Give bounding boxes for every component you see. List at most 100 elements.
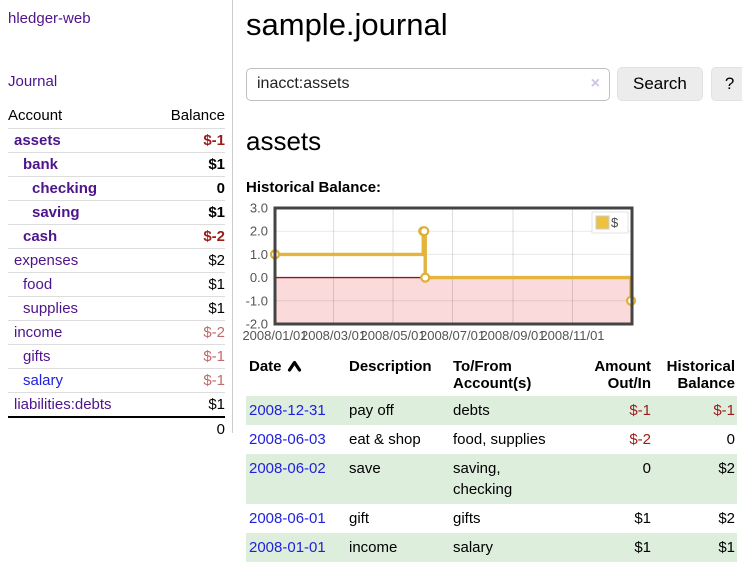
transaction-description: eat & shop [349,431,421,448]
account-row: supplies $1 [8,296,225,321]
sort-ascending-icon [287,360,301,372]
transaction-date-link[interactable]: 2008-01-01 [249,539,326,556]
transaction-date-link[interactable]: 2008-06-02 [249,460,326,477]
account-balance: 0 [150,176,225,201]
account-row: gifts $-1 [8,344,225,369]
transaction-accounts: gifts [453,510,481,527]
transaction-balance: $2 [718,460,735,477]
transaction-row: 2008-06-01 gift gifts $1 $2 [246,504,737,533]
account-balance: $-1 [150,344,225,369]
account-row: salary $-1 [8,368,225,393]
chart-title: Historical Balance: [246,179,382,196]
account-balance: $-1 [150,128,225,153]
account-link[interactable]: expenses [14,252,79,269]
transactions-header-row: Date Description To/From Account(s) Amou… [246,356,737,396]
account-balance: $1 [150,296,225,321]
transaction-date-link[interactable]: 2008-06-03 [249,431,326,448]
app-title-link[interactable]: hledger-web [8,10,91,27]
transactions-table: Date Description To/From Account(s) Amou… [246,356,737,562]
svg-text:$: $ [611,215,619,230]
account-balance: $2 [150,248,225,273]
svg-text:0.0: 0.0 [250,270,268,285]
account-row: assets $-1 [8,128,225,153]
transaction-amount: $1 [634,539,651,556]
account-link[interactable]: supplies [23,300,79,317]
transaction-date-link[interactable]: 2008-12-31 [249,402,326,419]
help-button[interactable]: ? [710,67,742,101]
transaction-accounts: debts [453,402,490,419]
transaction-amount: 0 [642,460,651,477]
accounts-total-row: 0 [8,416,225,441]
transaction-description: save [349,460,381,477]
account-balance: $1 [150,152,225,177]
transaction-accounts: saving, checking [453,460,513,498]
account-row: cash $-2 [8,224,225,249]
historical-balance-chart[interactable]: $3.0 2.0 1.0 0.0 -1.0 -2.0 2008/01/01 2008/03/0… [240,201,736,347]
svg-text:2008/05/01: 2008/05/01 [360,328,425,343]
transaction-row: 2008-01-01 income salary $1 $1 [246,533,737,562]
account-balance: $-2 [150,320,225,345]
transaction-accounts: food, supplies [453,431,546,448]
transaction-amount: $-2 [629,431,651,448]
main-panel: sample.journal × Search ? assets Histori… [234,0,742,562]
accounts-table-body: assets $-1 bank $1 checking 0 saving $1 cash $-2 e… [8,128,225,417]
account-link[interactable]: checking [32,180,98,197]
transaction-amount: $1 [634,510,651,527]
account-row: income $-2 [8,320,225,345]
svg-text:2008/09/01: 2008/09/01 [480,328,545,343]
accounts-total-value: 0 [150,416,225,441]
account-balance: $-2 [150,224,225,249]
account-link[interactable]: cash [23,228,58,245]
transaction-row: 2008-12-31 pay off debts $-1 $-1 [246,396,737,425]
sidebar: hledger-web Journal Account Balance asse… [0,0,233,441]
transaction-description: gift [349,510,370,527]
account-heading: assets [246,126,322,156]
transaction-accounts: salary [453,539,494,556]
transactions-table-body: 2008-12-31 pay off debts $-1 $-1 2008-06-03 ea… [246,396,737,562]
account-balance: $1 [150,392,225,417]
svg-text:-1.0: -1.0 [246,293,268,308]
accounts-table: Account Balance assets $-1 bank $1 checking 0… [8,105,225,441]
account-link[interactable]: food [23,276,53,293]
column-header-date[interactable]: Date [246,356,346,396]
account-row: liabilities:debts $1 [8,392,225,417]
transaction-description: pay off [349,402,394,419]
account-link[interactable]: assets [14,132,61,149]
account-link[interactable]: bank [23,156,59,173]
svg-text:2008/03/01: 2008/03/01 [301,328,366,343]
transaction-date-link[interactable]: 2008-06-01 [249,510,326,527]
account-row: expenses $2 [8,248,225,273]
search-button[interactable]: Search [617,67,703,101]
account-link[interactable]: salary [23,372,64,389]
account-balance: $1 [150,200,225,225]
sidebar-item-journal[interactable]: Journal [8,73,58,90]
accounts-header-balance: Balance [170,107,225,124]
account-link[interactable]: income [14,324,63,341]
account-link[interactable]: liabilities:debts [14,396,112,413]
account-row: bank $1 [8,152,225,177]
account-link[interactable]: gifts [23,348,51,365]
svg-text:2.0: 2.0 [250,224,268,239]
svg-text:2008/01/01: 2008/01/01 [242,328,307,343]
svg-text:3.0: 3.0 [250,201,268,216]
search-input[interactable] [246,67,610,101]
transaction-balance: $1 [718,539,735,556]
transaction-row: 2008-06-02 save saving, checking 0 $2 [246,454,737,504]
account-row: checking 0 [8,176,225,201]
transaction-balance: $-1 [713,402,735,419]
column-header-accounts: To/From Account(s) [453,358,532,392]
column-header-balance: Historical Balance [666,358,735,392]
account-link[interactable]: saving [32,204,80,221]
clear-search-icon[interactable]: × [590,74,600,92]
column-header-description: Description [349,358,432,375]
svg-text:1.0: 1.0 [250,247,268,262]
page-title: sample.journal [246,7,448,42]
account-row: saving $1 [8,200,225,225]
transaction-balance: $2 [718,510,735,527]
transaction-row: 2008-06-03 eat & shop food, supplies $-2 0 [246,425,737,454]
account-row: food $1 [8,272,225,297]
transaction-balance: 0 [726,431,735,448]
account-balance: $-1 [150,368,225,393]
svg-text:2008/11/01: 2008/11/01 [540,328,604,343]
column-header-amount: Amount Out/In [594,358,651,392]
